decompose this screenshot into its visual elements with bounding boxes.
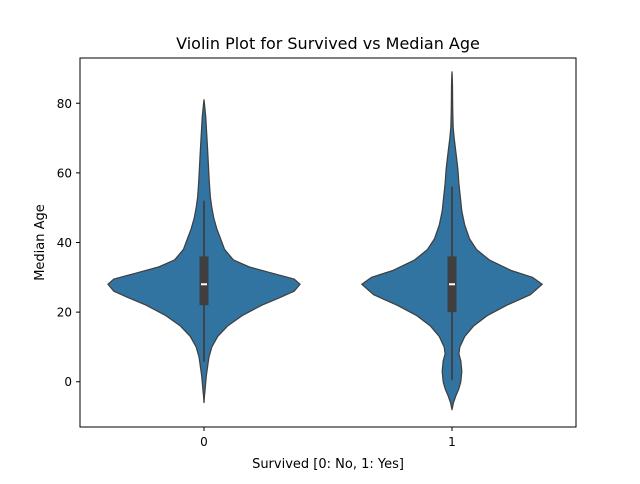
y-axis-label: Median Age	[33, 204, 48, 281]
chart-title: Violin Plot for Survived vs Median Age	[176, 34, 480, 53]
iqr-box-0	[199, 256, 209, 306]
y-tick-label: 40	[57, 236, 72, 250]
plot-frame	[79, 57, 577, 428]
x-tick-label: 1	[448, 435, 456, 449]
x-axis-label: Survived [0: No, 1: Yes]	[252, 457, 404, 472]
y-tick-label: 80	[57, 97, 72, 111]
y-axis: 0 20 40 60 80	[57, 97, 80, 389]
y-tick-label: 20	[57, 306, 72, 320]
y-tick-label: 60	[57, 166, 72, 180]
y-tick-label: 0	[64, 375, 72, 389]
violins-layer	[107, 71, 543, 411]
boxes-layer	[199, 186, 457, 381]
x-tick-label: 0	[200, 435, 208, 449]
